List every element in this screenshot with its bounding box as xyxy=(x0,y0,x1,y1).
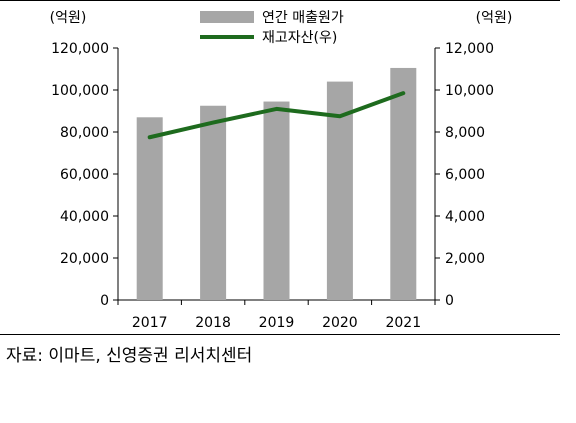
y-right-tick-label: 6,000 xyxy=(445,167,485,183)
source-divider xyxy=(0,334,560,335)
source-note: 자료: 이마트, 신영증권 리서치센터 xyxy=(6,346,253,366)
y-right-tick-label: 8,000 xyxy=(445,125,485,141)
x-tick-label: 2017 xyxy=(132,315,168,331)
y-right-tick-label: 10,000 xyxy=(445,83,494,99)
legend-bar-swatch xyxy=(200,11,254,23)
line-series xyxy=(147,91,406,140)
bar-series xyxy=(136,67,417,300)
x-tick-label: 2021 xyxy=(385,315,421,331)
x-tick-label: 2018 xyxy=(195,315,231,331)
y-right-tick-label: 2,000 xyxy=(445,251,485,267)
legend-line-label: 재고자산(우) xyxy=(262,30,337,46)
y-left-tick-label: 20,000 xyxy=(60,251,109,267)
top-divider xyxy=(0,0,560,1)
y-left-tick-label: 40,000 xyxy=(60,209,109,225)
y-left-unit: (억원) xyxy=(50,10,87,26)
chart: 0 20,000 40,000 60,000 80,000 100,000 120,000 0… xyxy=(50,10,513,331)
bar-2017 xyxy=(136,117,163,300)
bar-2019 xyxy=(263,101,290,300)
bar-2021 xyxy=(390,67,417,300)
bar-2018 xyxy=(200,105,227,300)
x-tick-label: 2020 xyxy=(322,315,358,331)
y-right-unit: (억원) xyxy=(476,10,513,26)
y-left-tick-label: 120,000 xyxy=(51,41,109,57)
y-right-tick-label: 0 xyxy=(445,293,454,309)
y-left-tick-label: 0 xyxy=(100,293,109,309)
y-left-tick-label: 80,000 xyxy=(60,125,109,141)
y-right-tick-label: 12,000 xyxy=(445,41,494,57)
y-right-tick-label: 4,000 xyxy=(445,209,485,225)
chart-axes: 0 20,000 40,000 60,000 80,000 100,000 120,000 0… xyxy=(50,10,513,331)
y-left-tick-label: 60,000 xyxy=(60,167,109,183)
y-left-tick-label: 100,000 xyxy=(51,83,109,99)
legend-bar-label: 연간 매출원가 xyxy=(262,10,344,26)
x-tick-label: 2019 xyxy=(259,315,295,331)
